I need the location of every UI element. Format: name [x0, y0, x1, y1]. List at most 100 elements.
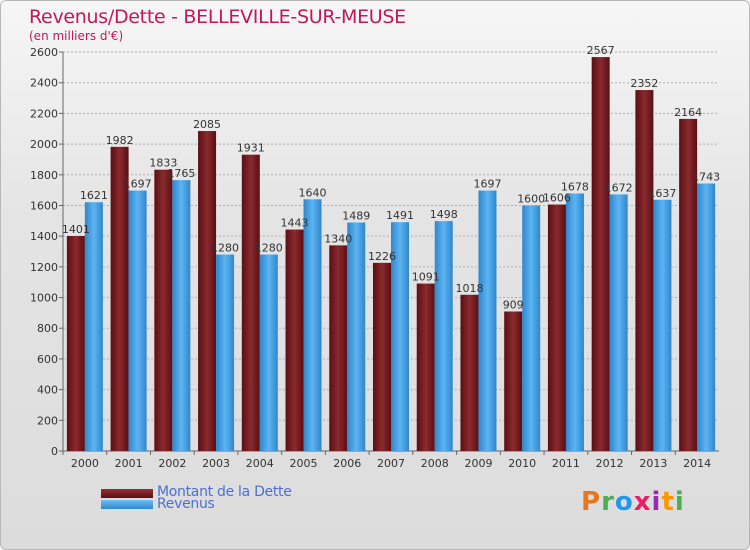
- y-tick-label: 800: [37, 322, 58, 335]
- bar-revenus-2008: [434, 221, 453, 451]
- bar-debt-2002: [154, 169, 173, 451]
- bar-debt-2009: [460, 294, 479, 451]
- x-tick-label-2003: 2003: [202, 457, 230, 470]
- bar-debt-2004: [241, 154, 260, 451]
- data-label-debt-2010: 909: [503, 299, 524, 312]
- x-tick-label-2012: 2012: [596, 457, 624, 470]
- data-label-debt-2007: 1226: [368, 250, 396, 263]
- bar-revenus-2004: [259, 254, 278, 451]
- data-label-debt-2003: 2085: [193, 118, 221, 131]
- bar-revenus-2003: [216, 254, 235, 451]
- data-label-revenus-2006: 1489: [342, 209, 370, 222]
- bar-debt-2013: [635, 90, 654, 451]
- bar-revenus-2002: [172, 180, 191, 451]
- data-label-debt-2002: 1833: [149, 157, 177, 170]
- data-label-revenus-2007: 1491: [386, 209, 414, 222]
- bar-revenus-2006: [347, 222, 366, 451]
- data-label-debt-2005: 1443: [281, 217, 309, 230]
- bar-revenus-2001: [128, 190, 147, 451]
- bar-revenus-2012: [609, 194, 628, 452]
- x-tick-label-2001: 2001: [115, 457, 143, 470]
- legend-swatch-revenus: [101, 500, 153, 509]
- data-label-debt-2008: 1091: [412, 271, 440, 284]
- bar-revenus-2013: [653, 199, 672, 451]
- x-tick-label-2011: 2011: [552, 457, 580, 470]
- legend-label-revenus: Revenus: [157, 496, 215, 512]
- y-tick-label: 400: [37, 384, 58, 397]
- bar-debt-2000: [66, 236, 85, 451]
- y-tick-label: 0: [51, 445, 58, 458]
- chart-title: Revenus/Dette - BELLEVILLE-SUR-MEUSE: [29, 6, 406, 28]
- y-tick-label: 1200: [30, 261, 58, 274]
- data-label-revenus-2003: 1280: [211, 242, 239, 255]
- data-label-debt-2004: 1931: [237, 142, 265, 155]
- data-label-revenus-2010: 1600: [517, 192, 545, 205]
- data-label-debt-2014: 2164: [674, 106, 702, 119]
- bar-debt-2001: [110, 146, 129, 451]
- data-label-debt-2001: 1982: [106, 134, 134, 147]
- x-tick-label-2010: 2010: [508, 457, 536, 470]
- x-tick-label-2007: 2007: [377, 457, 405, 470]
- data-label-revenus-2009: 1697: [473, 178, 501, 191]
- legend-label-debt: Montant de la Dette: [157, 484, 292, 500]
- x-tick-label-2000: 2000: [71, 457, 99, 470]
- data-label-revenus-2005: 1640: [299, 186, 327, 199]
- bar-debt-2007: [373, 262, 391, 451]
- bar-debt-2003: [198, 131, 217, 451]
- data-label-debt-2009: 1018: [455, 282, 483, 295]
- x-tick-label-2002: 2002: [158, 457, 186, 470]
- y-tick-label: 1000: [30, 292, 58, 305]
- x-tick-label-2004: 2004: [246, 457, 274, 470]
- bar-revenus-2014: [697, 183, 716, 451]
- data-label-debt-2012: 2567: [587, 44, 615, 57]
- y-tick-label: 1600: [30, 199, 58, 212]
- bar-revenus-2009: [478, 190, 497, 451]
- bar-revenus-2005: [303, 199, 322, 451]
- data-label-revenus-2011: 1678: [561, 180, 589, 193]
- data-label-revenus-2008: 1498: [430, 208, 458, 221]
- bar-revenus-2010: [522, 205, 541, 451]
- data-label-revenus-2013: 1637: [648, 187, 676, 200]
- x-tick-label-2008: 2008: [421, 457, 449, 470]
- data-label-revenus-2002: 1765: [167, 167, 195, 180]
- x-tick-label-2005: 2005: [290, 457, 318, 470]
- y-tick-label: 200: [37, 414, 58, 427]
- y-tick-label: 1800: [30, 169, 58, 182]
- bar-debt-2006: [329, 245, 348, 451]
- bar-debt-2010: [504, 311, 523, 451]
- data-label-revenus-2014: 1743: [692, 171, 720, 184]
- data-label-debt-2011: 1606: [543, 192, 571, 205]
- y-tick-label: 2200: [30, 107, 58, 120]
- bar-revenus-2007: [391, 222, 409, 451]
- x-tick-label-2009: 2009: [464, 457, 492, 470]
- bar-debt-2005: [285, 229, 304, 451]
- legend-swatch-debt: [101, 489, 153, 498]
- bar-debt-2008: [416, 283, 435, 451]
- y-tick-label: 2000: [30, 138, 58, 151]
- y-tick-label: 600: [37, 353, 58, 366]
- x-tick-label-2014: 2014: [683, 457, 711, 470]
- y-tick-label: 1400: [30, 230, 58, 243]
- y-tick-label: 2400: [30, 77, 58, 90]
- bar-debt-2012: [591, 57, 610, 451]
- data-label-revenus-2000: 1621: [80, 189, 108, 202]
- data-label-debt-2000: 1401: [62, 223, 90, 236]
- x-tick-label-2006: 2006: [333, 457, 361, 470]
- data-label-debt-2006: 1340: [324, 232, 352, 245]
- y-tick-label: 2600: [30, 46, 58, 59]
- x-axis: 2000 2001 2002 2003 2004 2005 2006 2007 2008 2009…: [62, 451, 711, 470]
- x-tick-label-2013: 2013: [639, 457, 667, 470]
- data-label-revenus-2012: 1672: [605, 181, 633, 194]
- bar-revenus-2000: [84, 202, 103, 451]
- bar-debt-2014: [679, 118, 698, 451]
- data-label-revenus-2004: 1280: [255, 242, 283, 255]
- bar-revenus-2011: [565, 193, 584, 452]
- bar-debt-2011: [547, 204, 566, 451]
- data-label-debt-2013: 2352: [630, 77, 658, 90]
- bars: [66, 57, 716, 452]
- chart-subtitle: (en milliers d'€): [29, 29, 124, 43]
- proxiti-logo: Proxiti: [581, 487, 685, 517]
